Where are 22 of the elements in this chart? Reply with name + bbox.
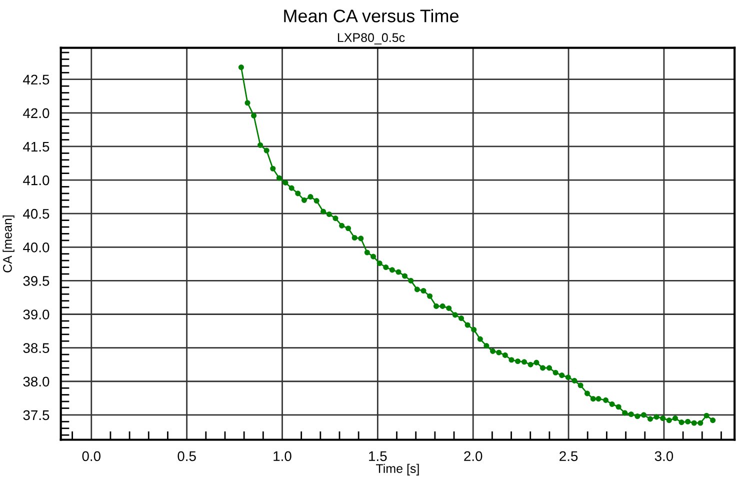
chart-title: Mean CA versus Time: [284, 9, 459, 22]
x-axis-title: Time [s]: [376, 464, 419, 476]
chart-subtitle: LXP80_0.5c: [338, 33, 405, 44]
y-tick-label: 40.0: [23, 242, 50, 252]
x-tick-label: 3.0: [654, 451, 674, 462]
y-tick-label: 42.5: [23, 74, 50, 85]
y-tick-label: 41.5: [23, 142, 50, 152]
y-axis-title: CA [mean]: [2, 215, 14, 272]
y-tick-label: 40.5: [23, 208, 50, 219]
x-tick-label: 1.5: [369, 451, 387, 462]
x-tick-label: 2.5: [560, 451, 578, 462]
y-tick-label: 38.5: [23, 343, 50, 353]
y-tick-label: 39.5: [23, 276, 50, 286]
x-tick-label: 0.5: [178, 451, 196, 462]
y-tick-label: 42.0: [23, 108, 50, 118]
y-tick-label: 41.0: [23, 175, 50, 186]
y-tick-label: 38.0: [23, 376, 50, 387]
x-tick-label: 2.0: [464, 451, 482, 462]
x-tick-label: 0.0: [82, 451, 100, 462]
y-tick-label: 37.5: [23, 410, 50, 420]
x-tick-label: 1.0: [274, 451, 292, 462]
y-tick-label: 39.0: [23, 310, 50, 320]
